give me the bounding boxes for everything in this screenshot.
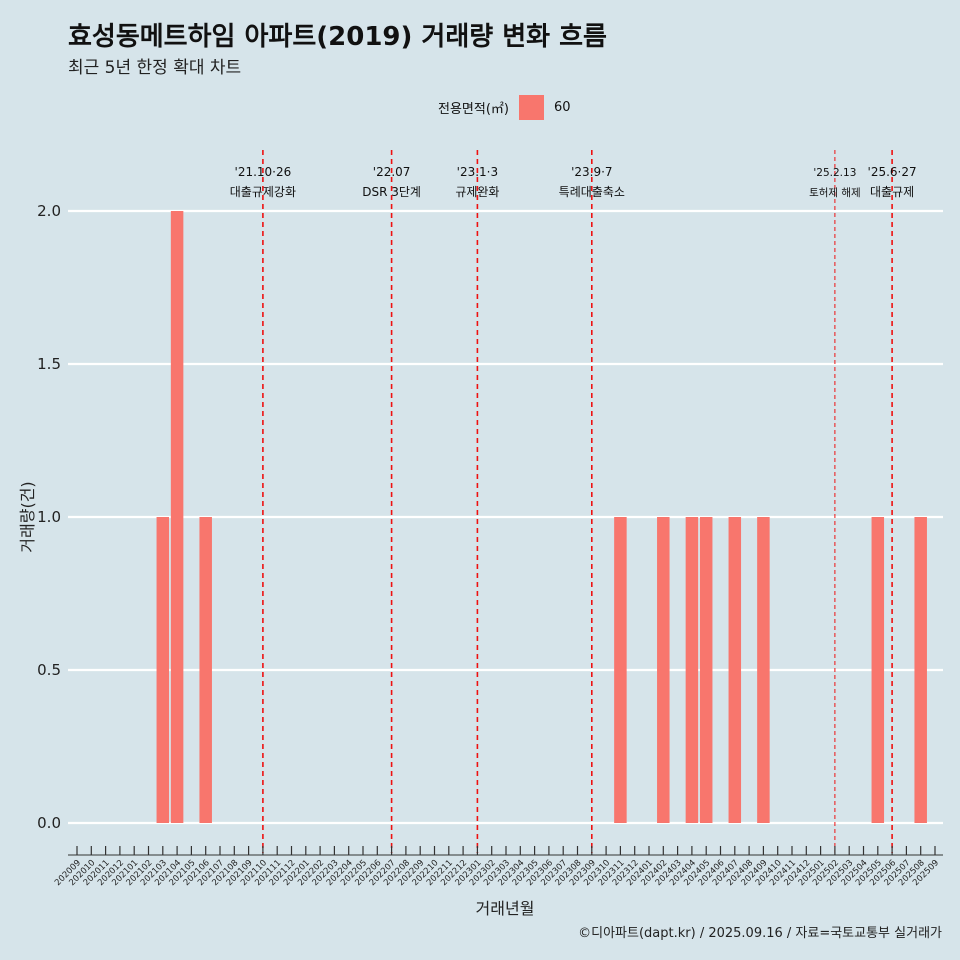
event-date: '25.2.13 [813, 167, 856, 179]
bar [657, 517, 670, 823]
y-tick-label: 0.5 [37, 661, 61, 679]
bar [699, 517, 713, 823]
chart-title: 효성동메트하임 아파트(2019) 거래량 변화 흐름 [68, 22, 607, 52]
event-date: '22.07 [373, 165, 411, 179]
bar [757, 517, 770, 823]
y-tick-label: 0.0 [37, 814, 61, 832]
event-date: '25.6·27 [868, 165, 917, 179]
event-label: 규제완화 [455, 185, 499, 199]
y-tick-label: 2.0 [37, 202, 61, 220]
bar [914, 517, 927, 823]
legend: 전용면적(㎡) 60 [438, 93, 571, 121]
x-axis-title: 거래년월 [476, 899, 535, 918]
x-axis: 2020092020102020112020122021012021022021… [53, 846, 943, 888]
legend-title: 전용면적(㎡) [438, 101, 509, 117]
annotation-lines [262, 150, 893, 853]
bar [199, 517, 212, 823]
event-label: 대출규제강화 [230, 185, 296, 199]
event-label: 토허제 해제 [809, 186, 861, 199]
y-tick-label: 1.0 [37, 508, 61, 526]
bar [871, 517, 885, 823]
legend-swatch [518, 94, 544, 120]
y-axis-ticks: 0.0 0.5 1.0 1.5 2.0 [37, 202, 61, 832]
chart-subtitle: 최근 5년 한정 확대 차트 [68, 58, 242, 78]
event-date: '23.1·3 [457, 165, 498, 179]
source-caption: ©디아파트(dapt.kr) / 2025.09.16 / 자료=국토교통부 실… [578, 926, 942, 941]
bar [156, 517, 170, 823]
bar [170, 211, 184, 823]
bar [614, 517, 627, 823]
event-label: 특례대출축소 [559, 185, 625, 199]
bar [728, 517, 742, 823]
y-tick-label: 1.5 [37, 355, 61, 373]
grid-lines [68, 209, 943, 825]
y-axis-title: 거래량(건) [18, 481, 37, 552]
event-date: '23.9·7 [571, 165, 612, 179]
event-date: '21.10·26 [235, 165, 292, 179]
legend-label: 60 [553, 99, 571, 115]
event-label: DSR 3단계 [362, 185, 421, 199]
annotation-labels: '21.10·26 대출규제강화 '22.07 DSR 3단계 '23.1·3 규제완화 '… [230, 165, 917, 199]
event-label: 대출규제 [870, 185, 914, 199]
bar [685, 517, 699, 823]
bars [156, 211, 927, 823]
